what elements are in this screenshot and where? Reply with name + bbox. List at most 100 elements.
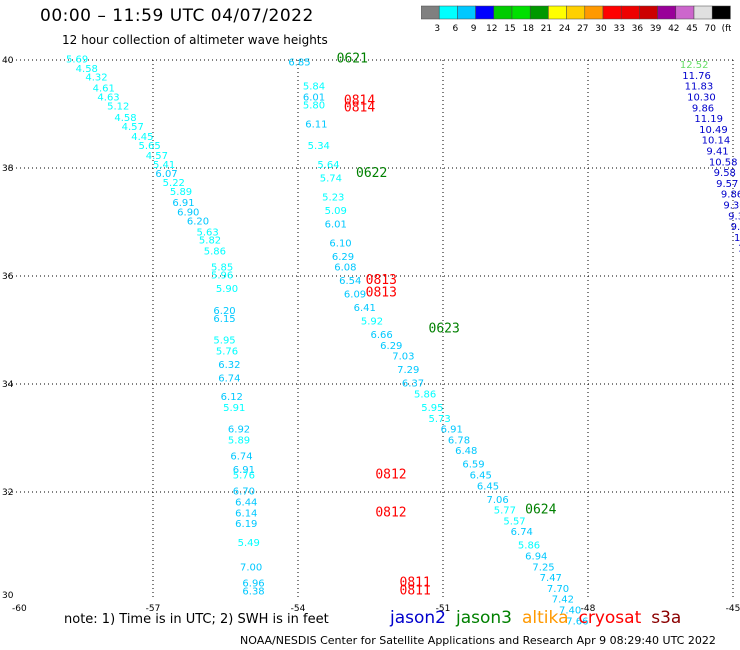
swh-value: 5.49 <box>238 538 260 549</box>
pass-time-label: 0813 <box>366 286 397 301</box>
chart-title: 00:00 – 11:59 UTC 04/07/2022 <box>40 6 314 26</box>
swh-value: 5.86 <box>518 541 540 552</box>
swh-value: 5.90 <box>216 284 238 295</box>
swh-value: 7.29 <box>397 365 419 376</box>
swh-value: 6.44 <box>235 498 257 509</box>
swh-value: 9.39 <box>728 211 740 222</box>
pass-time-label: 0813 <box>366 273 397 288</box>
chart-subtitle: 12 hour collection of altimeter wave hei… <box>62 33 328 47</box>
swh-value: 6.01 <box>325 219 347 230</box>
swh-value: 5.86 <box>414 390 436 401</box>
swh-value: 5.82 <box>199 236 221 247</box>
swh-value: 5.77 <box>494 506 516 517</box>
swh-value: 12.52 <box>680 60 709 71</box>
swh-value: 6.91 <box>172 198 194 209</box>
swh-value: 10.70 <box>734 233 740 244</box>
swh-value: 10.49 <box>699 125 728 136</box>
swh-value: 7.03 <box>392 352 414 363</box>
x-tick-label: -57 <box>146 604 161 614</box>
pass-time-label: 0622 <box>356 166 387 181</box>
mission-legend-item: jason2 <box>390 608 446 628</box>
swh-value: 7.42 <box>552 595 574 606</box>
swh-value: 5.95 <box>213 336 235 347</box>
swh-value: 4.45 <box>131 132 153 143</box>
axis-ticks: -60 -57 -54 -51 -48 -45 30 32 34 36 38 40 <box>2 56 740 614</box>
pass-time-label: 0814 <box>344 100 375 115</box>
grid-lines <box>8 59 734 600</box>
swh-value: 6.92 <box>228 425 250 436</box>
mission-legend: jason2 jason3 altika cryosat s3a <box>390 608 691 628</box>
y-tick-label: 40 <box>2 56 14 66</box>
swh-value: 6.91 <box>233 465 255 476</box>
y-tick-label: 36 <box>2 272 14 282</box>
colorbar-swatch <box>711 5 731 20</box>
swh-value: 5.64 <box>317 160 339 171</box>
y-tick-label: 38 <box>2 164 14 174</box>
mission-legend-item: jason3 <box>456 608 512 628</box>
swh-value: 5.89 <box>228 435 250 446</box>
swh-value: 6.45 <box>477 481 499 492</box>
swh-value: 5.92 <box>361 317 383 328</box>
swh-value: 5.63 <box>197 228 219 239</box>
swh-value: 6.11 <box>305 120 327 131</box>
swh-value: 6.29 <box>380 341 402 352</box>
swh-value: 6.41 <box>354 303 376 314</box>
pass-time-label: 0624 <box>525 503 556 518</box>
swh-value: 4.58 <box>76 64 98 75</box>
swh-value: 5.69 <box>66 55 88 66</box>
swh-value: 5.91 <box>223 403 245 414</box>
swh-value: 11.76 <box>682 71 711 82</box>
credit-line: NOAA/NESDIS Center for Satellite Applica… <box>240 634 716 647</box>
swh-value: 6.08 <box>334 263 356 274</box>
colorbar-label: 24 <box>559 24 571 34</box>
footer-note: note: 1) Time is in UTC; 2) SWH is in fe… <box>64 612 329 627</box>
swh-value: 6.90 <box>177 208 199 219</box>
swh-value: 5.76 <box>233 471 255 482</box>
swh-value: 7.66 <box>566 616 588 627</box>
swh-value: 6.12 <box>221 392 243 403</box>
swh-value: 10.56 <box>738 244 740 255</box>
swh-value: 9.73 <box>731 222 740 233</box>
swh-value: 9.86 <box>721 190 740 201</box>
swh-value: 5.12 <box>107 102 129 113</box>
swh-value: 5.85 <box>211 263 233 274</box>
swh-value: 6.15 <box>213 314 235 325</box>
swh-value: 5.80 <box>303 101 325 112</box>
colorbar-label: 9 <box>471 24 477 34</box>
swh-value: 5.74 <box>320 174 342 185</box>
swh-value: 5.96 <box>211 271 233 282</box>
swh-value: 6.74 <box>230 452 252 463</box>
swh-value: 6.85 <box>288 57 310 68</box>
y-tick-label: 32 <box>2 488 13 498</box>
swh-value: 6.48 <box>455 446 477 457</box>
swh-value: 6.20 <box>213 306 235 317</box>
swh-value: 6.09 <box>344 290 366 301</box>
swh-value: 10.30 <box>687 93 716 104</box>
swh-value: 5.09 <box>325 206 347 217</box>
swh-value: 6.32 <box>218 360 240 371</box>
y-tick-label: 34 <box>2 380 14 390</box>
swh-value: 6.94 <box>525 552 547 563</box>
swh-value: 5.22 <box>163 178 185 189</box>
swh-value: 6.20 <box>187 217 209 228</box>
swh-value: 7.40 <box>559 606 581 617</box>
x-tick-label: -60 <box>12 604 27 614</box>
swh-value: 4.57 <box>122 122 144 133</box>
swh-value: 7.06 <box>487 495 509 506</box>
swh-value: 5.86 <box>204 246 226 257</box>
swh-value: 9.86 <box>692 103 714 114</box>
colorbar-label: 70 <box>704 24 716 34</box>
pass-time-label: 0621 <box>337 52 368 67</box>
colorbar-label: 39 <box>650 24 662 34</box>
swh-value: 6.10 <box>329 238 351 249</box>
swh-value: 5.95 <box>421 403 443 414</box>
swh-value: 6.07 <box>155 169 177 180</box>
swh-value: 5.76 <box>216 346 238 357</box>
swh-value: 6.59 <box>462 460 484 471</box>
colorbar-label: 36 <box>632 24 644 34</box>
swh-value: 5.84 <box>303 82 325 93</box>
pass-time-label: 0623 <box>429 322 460 337</box>
